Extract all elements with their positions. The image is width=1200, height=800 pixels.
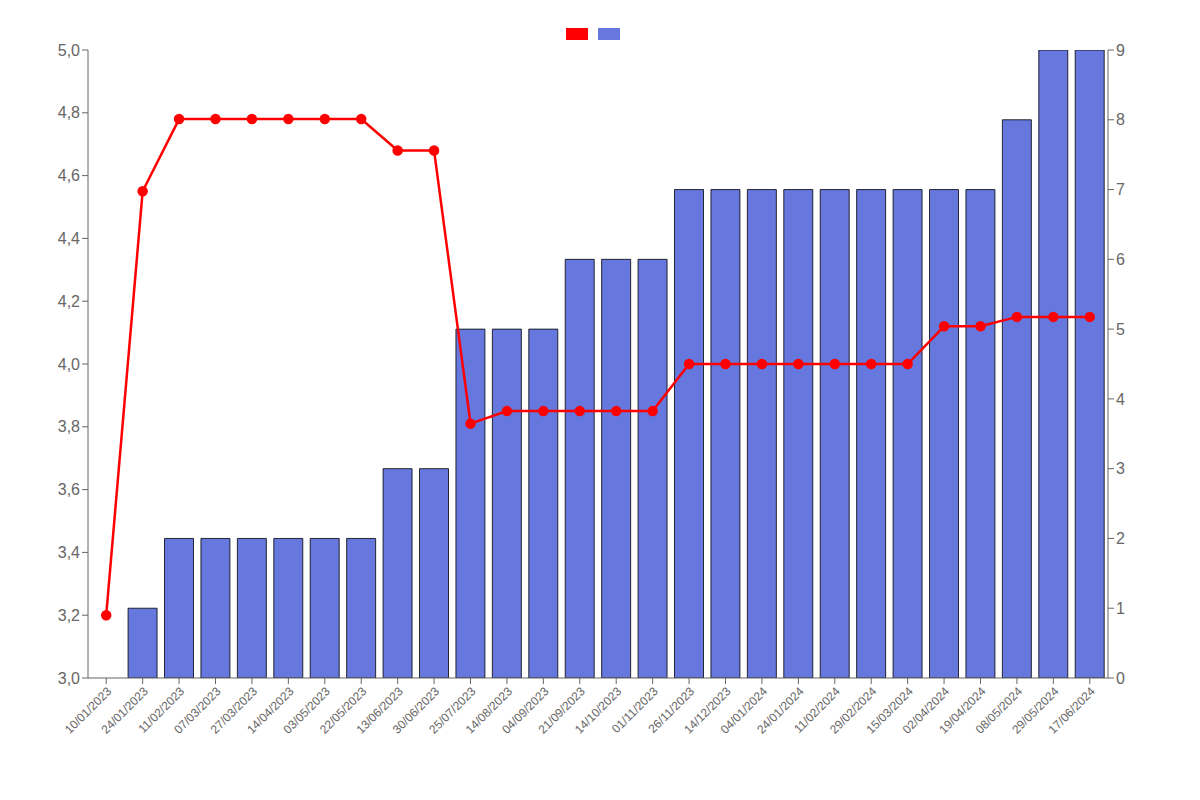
svg-text:19/04/2024: 19/04/2024	[936, 684, 989, 737]
svg-text:13/06/2023: 13/06/2023	[353, 684, 406, 737]
svg-text:3,4: 3,4	[58, 544, 80, 561]
svg-text:10/01/2023: 10/01/2023	[62, 684, 115, 737]
svg-text:24/01/2023: 24/01/2023	[98, 684, 151, 737]
svg-text:08/05/2024: 08/05/2024	[972, 684, 1026, 737]
svg-text:14/10/2023: 14/10/2023	[572, 684, 625, 737]
svg-text:11/02/2024: 11/02/2024	[791, 684, 843, 736]
svg-text:3,6: 3,6	[58, 481, 80, 498]
svg-text:03/05/2023: 03/05/2023	[280, 684, 333, 737]
svg-text:4,0: 4,0	[58, 356, 80, 373]
svg-text:27/03/2023: 27/03/2023	[207, 684, 261, 737]
svg-text:4,2: 4,2	[58, 293, 80, 310]
svg-text:14/12/2023: 14/12/2023	[681, 684, 734, 737]
svg-text:1: 1	[1116, 600, 1125, 617]
svg-text:29/05/2024: 29/05/2024	[1009, 684, 1062, 737]
svg-text:17/06/2024: 17/06/2024	[1046, 684, 1099, 737]
svg-text:4: 4	[1116, 391, 1125, 408]
svg-text:5: 5	[1116, 321, 1125, 338]
svg-text:01/11/2023: 01/11/2023	[609, 684, 661, 736]
svg-text:04/01/2024: 04/01/2024	[717, 684, 771, 737]
svg-text:29/02/2024: 29/02/2024	[827, 684, 880, 737]
svg-text:3: 3	[1116, 460, 1125, 477]
svg-text:30/06/2023: 30/06/2023	[389, 684, 443, 737]
svg-text:14/04/2023: 14/04/2023	[244, 684, 297, 737]
svg-text:3,2: 3,2	[58, 607, 80, 624]
svg-text:3,8: 3,8	[58, 418, 80, 435]
svg-text:11/02/2023: 11/02/2023	[135, 684, 188, 736]
svg-text:3,0: 3,0	[58, 670, 80, 687]
svg-text:21/09/2023: 21/09/2023	[535, 684, 588, 737]
svg-text:04/09/2023: 04/09/2023	[499, 684, 552, 737]
svg-text:22/05/2023: 22/05/2023	[317, 684, 370, 737]
svg-text:0: 0	[1116, 670, 1125, 687]
svg-text:07/03/2023: 07/03/2023	[171, 684, 224, 737]
svg-text:4,6: 4,6	[58, 167, 80, 184]
svg-text:24/01/2024: 24/01/2024	[754, 684, 807, 737]
svg-text:26/11/2023: 26/11/2023	[645, 684, 698, 736]
svg-text:5,0: 5,0	[58, 42, 80, 59]
svg-text:2: 2	[1116, 530, 1125, 547]
svg-text:7: 7	[1116, 181, 1125, 198]
svg-text:4,8: 4,8	[58, 104, 80, 121]
svg-text:6: 6	[1116, 251, 1125, 268]
svg-text:15/03/2024: 15/03/2024	[863, 684, 916, 737]
svg-text:02/04/2024: 02/04/2024	[899, 684, 953, 737]
svg-text:14/08/2023: 14/08/2023	[462, 684, 516, 737]
svg-text:9: 9	[1116, 42, 1125, 59]
svg-text:8: 8	[1116, 111, 1125, 128]
svg-text:25/07/2023: 25/07/2023	[426, 684, 479, 737]
svg-text:4,4: 4,4	[58, 230, 80, 247]
